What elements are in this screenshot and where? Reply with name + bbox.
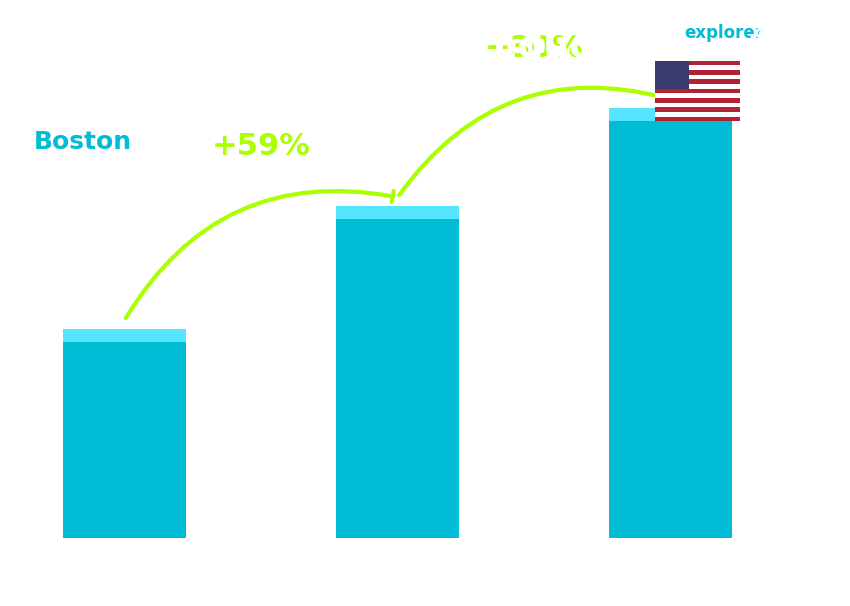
Text: +59%: +59% xyxy=(212,132,310,161)
Bar xyxy=(654,107,740,112)
Text: +30%: +30% xyxy=(485,35,584,63)
Bar xyxy=(654,75,740,79)
Bar xyxy=(654,116,740,121)
Bar xyxy=(654,102,740,107)
Bar xyxy=(609,108,733,538)
Bar xyxy=(654,79,740,84)
Text: 124,000 USD: 124,000 USD xyxy=(59,291,190,308)
Bar xyxy=(654,112,740,116)
Text: explorer: explorer xyxy=(684,24,763,42)
Text: Average Yearly Salary: Average Yearly Salary xyxy=(818,265,831,402)
Text: 197,000 USD: 197,000 USD xyxy=(332,167,463,185)
Bar xyxy=(336,206,459,219)
Text: Boston: Boston xyxy=(34,130,132,155)
Bar xyxy=(654,61,688,88)
Text: .com: .com xyxy=(748,24,793,42)
Text: salary: salary xyxy=(612,24,669,42)
Bar xyxy=(654,98,740,102)
Bar xyxy=(654,70,740,75)
Bar xyxy=(654,93,740,98)
Bar xyxy=(654,84,740,88)
Text: Registered Dietitian: Registered Dietitian xyxy=(34,88,319,112)
Bar xyxy=(336,206,459,538)
Bar xyxy=(654,61,740,65)
Bar xyxy=(609,108,733,121)
Bar xyxy=(654,88,740,93)
Text: Salary Comparison By Education: Salary Comparison By Education xyxy=(34,30,695,64)
Bar xyxy=(654,65,740,70)
Bar xyxy=(63,329,186,538)
Text: 255,000 USD: 255,000 USD xyxy=(606,70,736,88)
Bar xyxy=(63,329,186,342)
